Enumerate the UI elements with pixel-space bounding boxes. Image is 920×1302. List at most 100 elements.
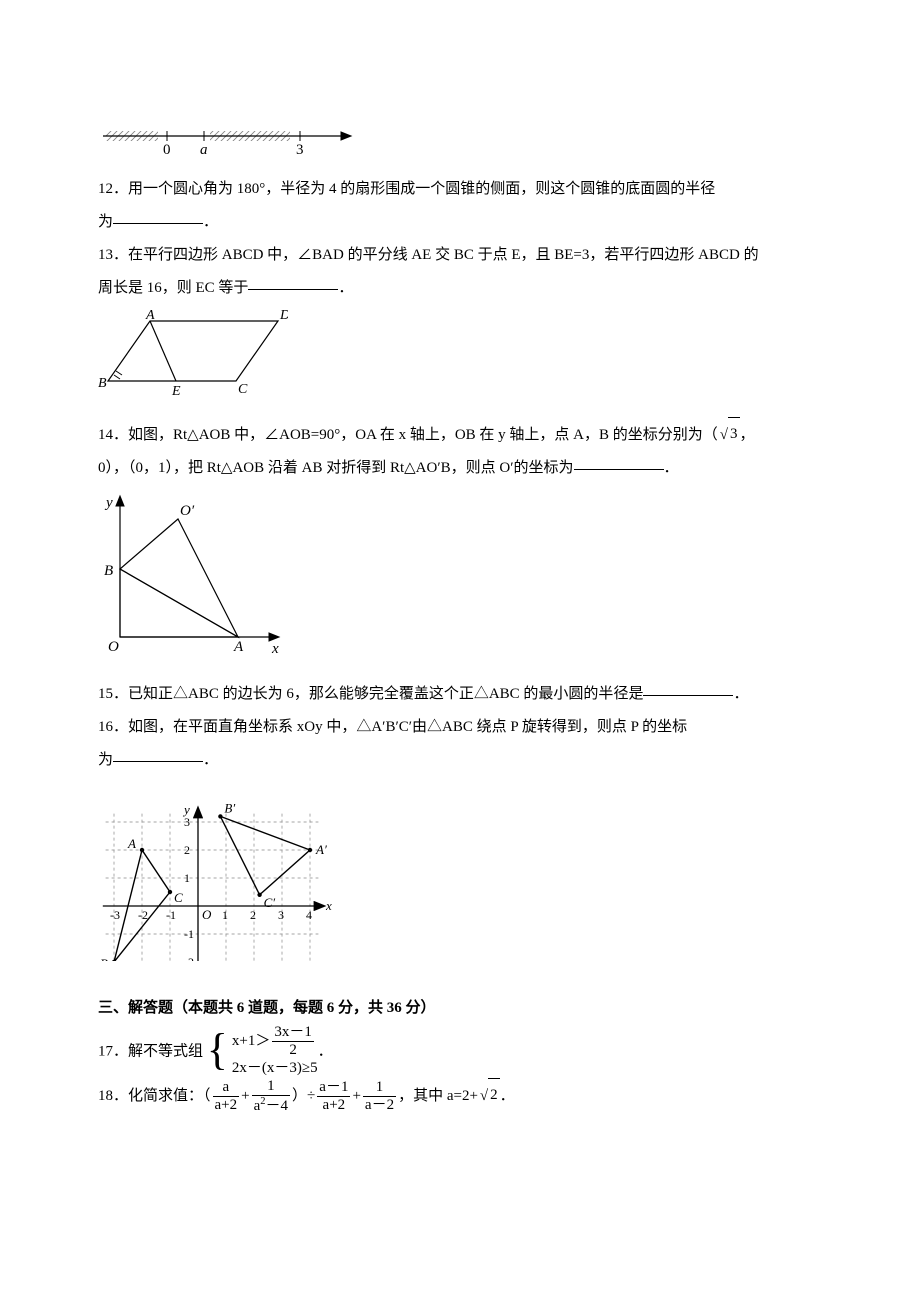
svg-text:B: B <box>98 376 107 391</box>
q18-period: ． <box>500 1088 515 1104</box>
q18-label: 18．化简求值：（ <box>98 1088 211 1104</box>
q17-row1-frac: 3x－12 <box>270 1025 316 1058</box>
svg-text:x: x <box>271 641 279 657</box>
svg-text:1: 1 <box>184 871 190 885</box>
q17-row1: x+1＞3x－12 <box>232 1025 318 1058</box>
q14-text-a: 14．如图，Rt△AOB 中，∠AOB=90°，OA 在 x 轴上，OB 在 y… <box>98 427 718 443</box>
q18-plus1: + <box>241 1088 249 1104</box>
q16-text-a: 16．如图，在平面直角坐标系 xOy 中，△A′B′C′由△ABC 绕点 P 旋… <box>98 719 687 735</box>
svg-text:2: 2 <box>184 843 190 857</box>
q14-text-d: ． <box>664 460 679 476</box>
svg-text:-2: -2 <box>184 955 194 961</box>
q13-text-b: 周长是 16，则 EC 等于 <box>98 280 248 296</box>
sqrt3: 3 <box>718 418 740 452</box>
q18-sqrt-val: 2 <box>488 1078 500 1112</box>
q16-text-b: 为 <box>98 752 113 768</box>
svg-text:1: 1 <box>222 908 228 922</box>
q12-line2: 为． <box>98 206 822 239</box>
svg-text:B: B <box>100 956 108 961</box>
section3-heading: 三、解答题（本题共 6 道题，每题 6 分，共 36 分） <box>98 992 822 1025</box>
q15-line1: 15．已知正△ABC 的边长为 6，那么能够完全覆盖这个正△ABC 的最小圆的半… <box>98 678 822 711</box>
q18-t4-n: 1 <box>363 1080 396 1096</box>
svg-text:y: y <box>182 802 190 817</box>
q14-blank <box>574 454 664 470</box>
q14-fold-figure: x y O A B O′ <box>98 489 822 672</box>
q18-t4-d: a－2 <box>363 1096 396 1113</box>
svg-text:0: 0 <box>163 142 171 154</box>
svg-text:3: 3 <box>278 908 284 922</box>
q18-t1-n: a <box>213 1080 240 1096</box>
q15-text-a: 15．已知正△ABC 的边长为 6，那么能够完全覆盖这个正△ABC 的最小圆的半… <box>98 686 643 702</box>
svg-text:O′: O′ <box>180 503 195 519</box>
q17: 17．解不等式组 { x+1＞3x－12 2x－(x－3)≥5 ． <box>98 1025 822 1079</box>
svg-text:x: x <box>325 898 332 913</box>
q17-r1-n: 3x－1 <box>272 1025 314 1041</box>
q13-blank <box>248 274 338 290</box>
q18-sqrt: 2 <box>478 1079 500 1113</box>
q17-row2: 2x－(x－3)≥5 <box>232 1058 318 1079</box>
svg-text:C: C <box>238 382 248 397</box>
svg-text:3: 3 <box>296 142 304 154</box>
q13-text-c: ． <box>338 280 353 296</box>
svg-text:E: E <box>171 384 181 399</box>
svg-text:-1: -1 <box>184 927 194 941</box>
q16-blank <box>113 746 203 762</box>
svg-text:4: 4 <box>306 908 312 922</box>
q16-line1: 16．如图，在平面直角坐标系 xOy 中，△A′B′C′由△ABC 绕点 P 旋… <box>98 711 822 744</box>
svg-text:C′: C′ <box>264 895 276 910</box>
q14-line1: 14．如图，Rt△AOB 中，∠AOB=90°，OA 在 x 轴上，OB 在 y… <box>98 418 822 452</box>
q14-sqrt-val: 3 <box>728 417 740 451</box>
brace-icon: { <box>207 1028 228 1072</box>
svg-text:O: O <box>202 907 212 922</box>
q16-line2: 为． <box>98 744 822 777</box>
svg-text:3: 3 <box>184 815 190 829</box>
svg-text:y: y <box>104 495 113 511</box>
q18-plus2: + <box>352 1088 360 1104</box>
svg-text:-3: -3 <box>110 908 120 922</box>
svg-text:A: A <box>233 639 244 655</box>
q17-row1-lhs: x+1＞ <box>232 1033 270 1049</box>
q13-line2: 周长是 16，则 EC 等于 ． <box>98 272 822 305</box>
svg-text:A: A <box>127 836 136 851</box>
svg-text:2: 2 <box>250 908 256 922</box>
q18: 18．化简求值：（aa+2+1a2－4）÷a－1a+2+1a－2，其中 a=2+… <box>98 1079 822 1114</box>
svg-text:-2: -2 <box>138 908 148 922</box>
q12-blank <box>113 208 203 224</box>
q18-t3-d: a+2 <box>317 1096 350 1113</box>
q12-text-a: 12．用一个圆心角为 180°，半径为 4 的扇形围成一个圆锥的侧面，则这个圆锥… <box>98 181 715 197</box>
q16-text-c: ． <box>203 752 218 768</box>
svg-text:O: O <box>108 639 119 655</box>
q14-text-b: ， <box>740 427 755 443</box>
q18-t2: 1a2－4 <box>250 1079 292 1114</box>
svg-text:a: a <box>200 142 208 154</box>
q18-t2-n: 1 <box>252 1079 290 1095</box>
svg-text:A′: A′ <box>315 842 327 857</box>
q18-comma: ，其中 a=2+ <box>398 1088 478 1104</box>
q12-text-c: ． <box>203 214 218 230</box>
q11-numberline-figure: 0 a 3 <box>98 114 822 167</box>
q18-t3: a－1a+2 <box>315 1080 352 1113</box>
svg-text:B′: B′ <box>224 800 235 815</box>
q17-system: { x+1＞3x－12 2x－(x－3)≥5 <box>207 1025 318 1079</box>
q12-line1: 12．用一个圆心角为 180°，半径为 4 的扇形围成一个圆锥的侧面，则这个圆锥… <box>98 173 822 206</box>
q13-line1: 13．在平行四边形 ABCD 中，∠BAD 的平分线 AE 交 BC 于点 E，… <box>98 239 822 272</box>
svg-text:D: D <box>279 309 288 323</box>
q15-text-b: ． <box>733 686 748 702</box>
q14-text-c: 0），（0，1），把 Rt△AOB 沿着 AB 对折得到 Rt△AO′B，则点 … <box>98 460 574 476</box>
q18-t1-d: a+2 <box>213 1096 240 1113</box>
svg-text:B: B <box>104 563 113 579</box>
q15-blank <box>643 680 733 696</box>
q18-t3-n: a－1 <box>317 1080 350 1096</box>
q18-t1: aa+2 <box>211 1080 242 1113</box>
q18-close-div: ）÷ <box>292 1088 315 1104</box>
q13-text-a: 13．在平行四边形 ABCD 中，∠BAD 的平分线 AE 交 BC 于点 E，… <box>98 247 759 263</box>
q12-text-b: 为 <box>98 214 113 230</box>
q17-label: 17．解不等式组 <box>98 1043 203 1059</box>
svg-text:A: A <box>145 309 155 323</box>
q13-parallelogram-figure: A D B C E <box>98 309 822 412</box>
q17-r1-d: 2 <box>272 1041 314 1058</box>
q14-line2: 0），（0，1），把 Rt△AOB 沿着 AB 对折得到 Rt△AO′B，则点 … <box>98 452 822 485</box>
section3-title: 三、解答题（本题共 6 道题，每题 6 分，共 36 分） <box>98 1000 436 1016</box>
q17-tail: ． <box>318 1043 333 1059</box>
q18-t4: 1a－2 <box>361 1080 398 1113</box>
